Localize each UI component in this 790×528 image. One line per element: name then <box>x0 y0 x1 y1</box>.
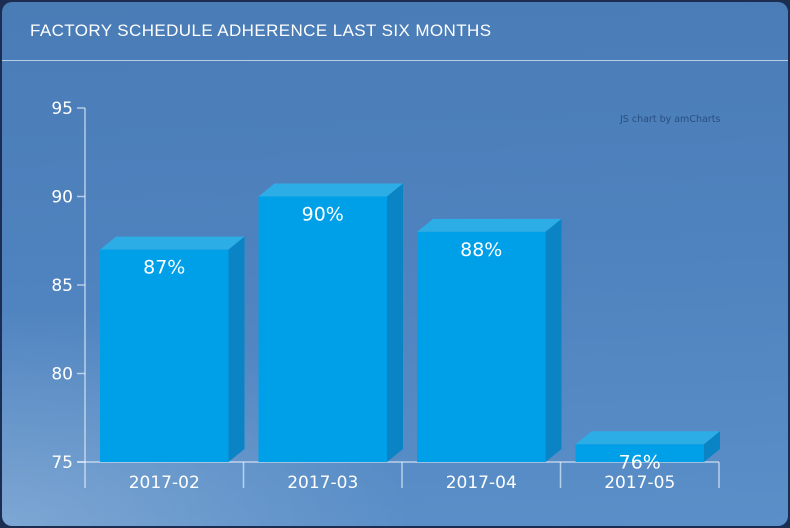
y-axis-label: 80 <box>51 365 73 385</box>
x-axis-category-label: 2017-02 <box>129 473 200 493</box>
bar-side-face <box>545 218 562 462</box>
amcharts-watermark-link[interactable]: JS chart by amCharts <box>620 114 721 125</box>
bar-value-label: 90% <box>302 204 344 226</box>
y-axis-label: 90 <box>51 188 73 208</box>
bar-front-face <box>417 231 546 462</box>
bar-front-face <box>575 444 704 462</box>
bar-value-label: 87% <box>143 257 185 279</box>
y-axis-label: 85 <box>51 276 73 296</box>
bar-front-face <box>258 196 387 462</box>
bar-top-face <box>258 183 403 197</box>
bar-2017-04[interactable]: 88% <box>417 218 562 462</box>
bar-2017-05[interactable]: 76% <box>575 431 721 473</box>
bar-front-face <box>100 249 229 462</box>
x-axis-category-label: 2017-04 <box>446 473 517 493</box>
bar-top-face <box>100 236 245 250</box>
bar-2017-03[interactable]: 90% <box>258 183 404 463</box>
y-axis-label: 95 <box>51 99 73 119</box>
x-axis-category-label: 2017-03 <box>287 473 358 493</box>
bar-side-face <box>387 183 403 462</box>
x-axis-category-label: 2017-05 <box>604 473 675 493</box>
chart-title: FACTORY SCHEDULE ADHERENCE LAST SIX MONT… <box>30 21 492 40</box>
bar-top-face <box>575 431 720 445</box>
y-axis-label: 75 <box>51 453 73 473</box>
bar-value-label: 76% <box>619 451 661 473</box>
bar-top-face <box>417 218 562 232</box>
bar-side-face <box>704 431 720 462</box>
bar-2017-02[interactable]: 87% <box>100 236 245 462</box>
bar-side-face <box>228 236 245 462</box>
chart-header: FACTORY SCHEDULE ADHERENCE LAST SIX MONT… <box>2 2 788 61</box>
bar-value-label: 88% <box>460 239 502 261</box>
